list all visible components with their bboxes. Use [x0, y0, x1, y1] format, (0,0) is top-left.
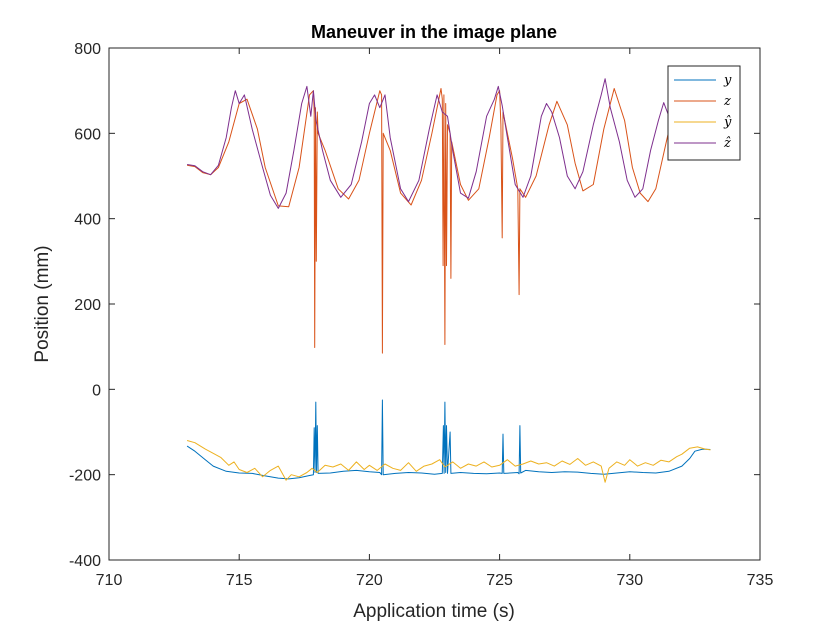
- legend-box: [667, 65, 741, 161]
- y-tick-label: -400: [69, 553, 101, 570]
- plot-area: 710 715 720 725 730 735 -400 -200 0 200 400 600 800: [69, 41, 773, 589]
- x-tick-label: 730: [616, 572, 643, 589]
- legend-label: z: [723, 94, 731, 109]
- x-tick-label: 735: [747, 572, 774, 589]
- legend-label: ŷ: [723, 115, 732, 130]
- y-tick-label: 400: [74, 212, 101, 229]
- series-lines: [186, 78, 711, 483]
- x-tick-label: 725: [486, 572, 513, 589]
- series-line-2: [187, 88, 688, 354]
- y-axis-label: Position (mm): [32, 245, 53, 362]
- y-axis: -400 -200 0 200 400 600 800: [69, 41, 760, 570]
- legend-label: ẑ: [723, 136, 731, 151]
- y-tick-label: 800: [74, 41, 101, 58]
- x-axis-label: Application time (s): [353, 601, 515, 622]
- y-tick-label: -200: [69, 468, 101, 485]
- x-tick-label: 715: [226, 572, 253, 589]
- x-tick-label: 710: [96, 572, 123, 589]
- chart-title: Maneuver in the image plane: [311, 22, 557, 42]
- series-line-3: [186, 440, 711, 483]
- series-line-4: [187, 78, 688, 209]
- series-line-1: [186, 399, 711, 480]
- y-tick-label: 200: [74, 297, 101, 314]
- legend-label: y: [723, 73, 732, 88]
- plot-frame: [108, 47, 761, 561]
- y-tick-label: 600: [74, 126, 101, 143]
- y-tick-label: 0: [92, 382, 101, 399]
- x-axis: 710 715 720 725 730 735: [96, 48, 774, 589]
- x-tick-label: 720: [356, 572, 383, 589]
